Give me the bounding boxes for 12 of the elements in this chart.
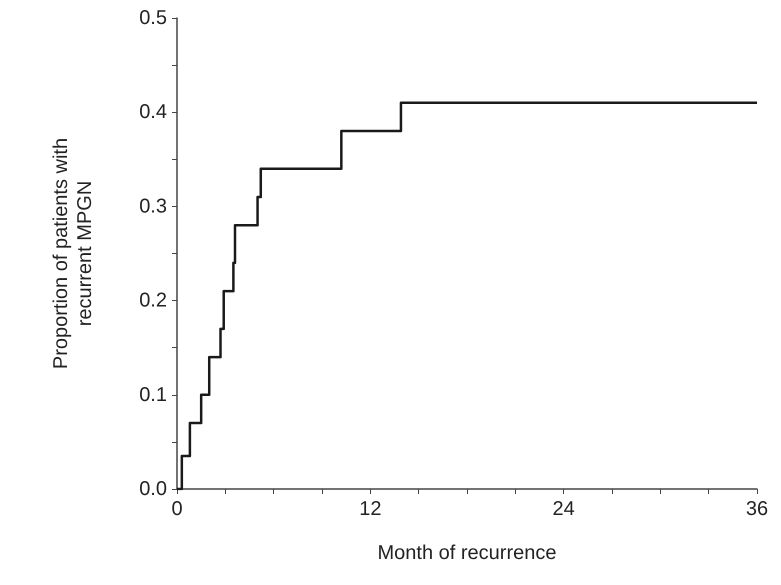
y-tick-label: 0.0: [139, 478, 167, 500]
y-axis-title: Proportion of patients with recurrent MPGN: [50, 138, 96, 370]
x-axis-title: Month of recurrence: [378, 542, 556, 564]
x-tick-label: 24: [552, 498, 575, 520]
y-tick-label: 0.3: [139, 195, 167, 218]
y-tick-label: 0.4: [139, 101, 167, 124]
y-tick-label: 0.5: [139, 7, 167, 29]
x-tick-label: 36: [746, 498, 768, 520]
x-tick-label: 0: [171, 498, 183, 520]
x-tick-label: 12: [359, 498, 382, 520]
y-tick-label: 0.1: [139, 384, 167, 406]
y-tick-label: 0.2: [139, 290, 167, 312]
